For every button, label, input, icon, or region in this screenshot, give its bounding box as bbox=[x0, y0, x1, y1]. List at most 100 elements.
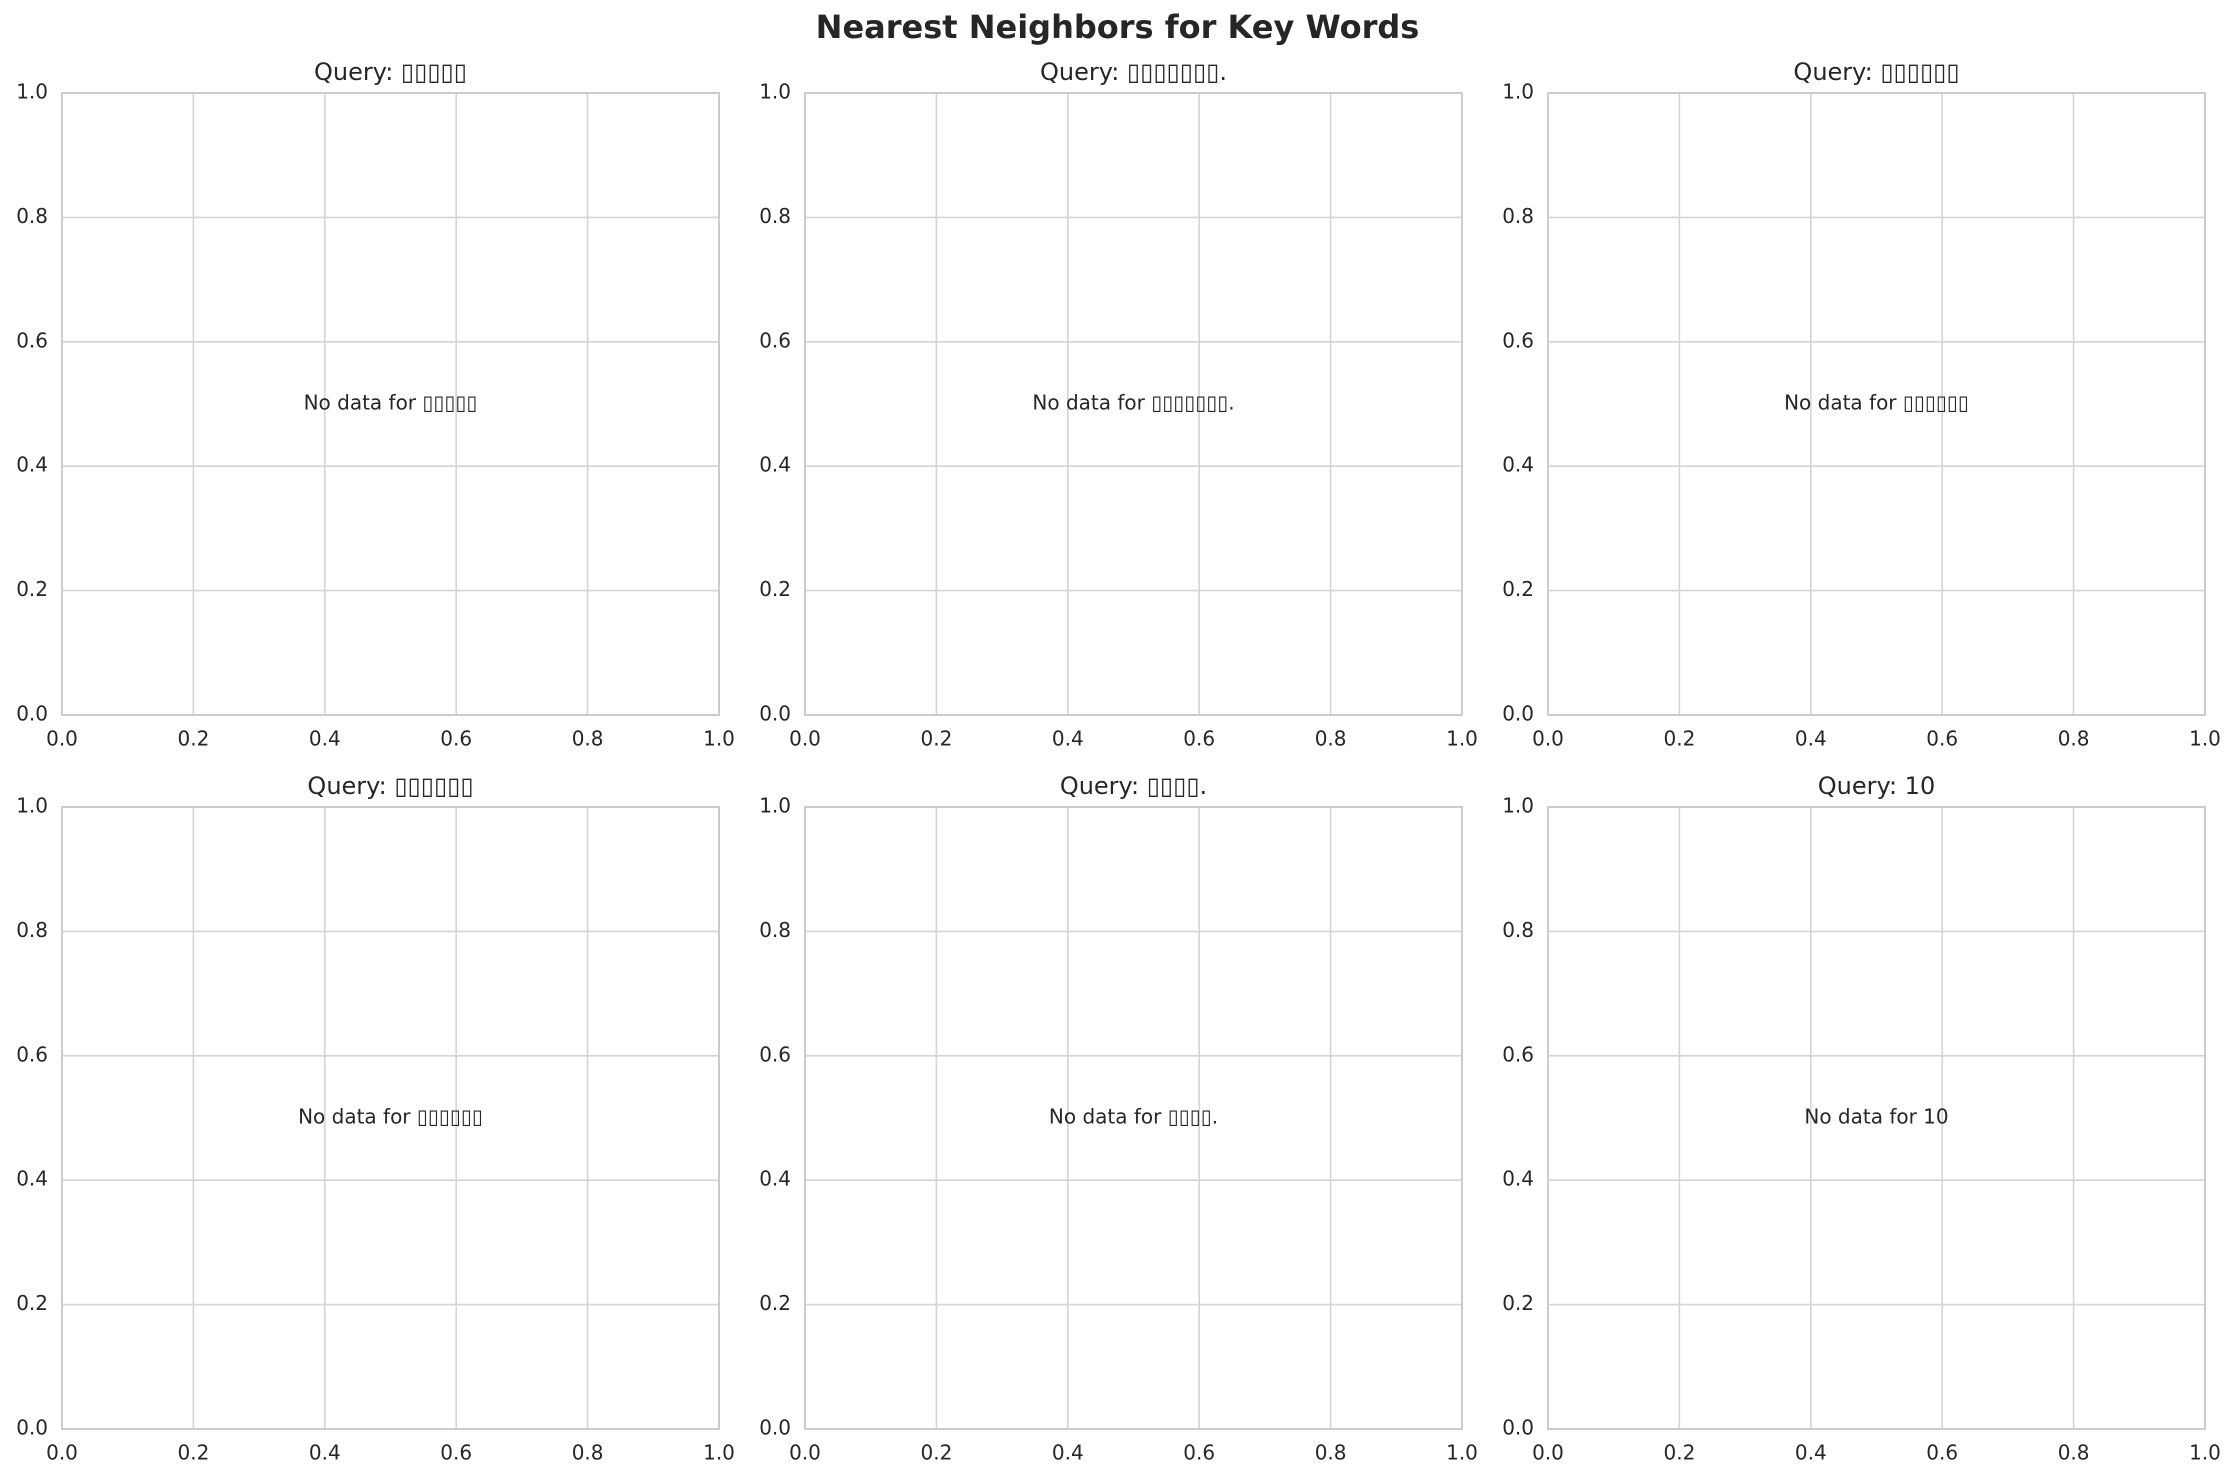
axes-background bbox=[805, 807, 1462, 1429]
x-tick-label: 0.8 bbox=[1315, 1441, 1347, 1465]
subplot-title: Query: ▯▯▯▯▯▯ bbox=[307, 772, 473, 800]
y-tick-label: 0.6 bbox=[1502, 328, 1534, 352]
y-tick-label: 0.0 bbox=[759, 702, 791, 726]
x-tick-label: 0.0 bbox=[789, 727, 821, 751]
y-tick-label: 0.4 bbox=[759, 453, 791, 477]
y-tick-label: 0.8 bbox=[1502, 918, 1534, 942]
axes-background bbox=[1548, 93, 2205, 715]
x-tick-label: 0.4 bbox=[1052, 727, 1084, 751]
subplot-title: Query: ▯▯▯▯. bbox=[1060, 772, 1207, 800]
no-data-message: No data for ▯▯▯▯▯ bbox=[304, 391, 478, 415]
y-tick-label: 0.2 bbox=[16, 577, 48, 601]
axes-frame bbox=[804, 92, 1463, 716]
x-tick-label: 0.4 bbox=[309, 727, 341, 751]
subplot-title: Query: ▯▯▯▯▯ bbox=[314, 58, 467, 86]
no-data-message: No data for ▯▯▯▯. bbox=[1049, 1105, 1218, 1129]
x-tick-label: 0.6 bbox=[440, 1441, 472, 1465]
x-tick-label: 0.4 bbox=[309, 1441, 341, 1465]
axes-frame bbox=[804, 806, 1463, 1430]
y-tick-label: 0.4 bbox=[16, 453, 48, 477]
no-data-message: No data for ▯▯▯▯▯▯ bbox=[298, 1105, 483, 1129]
axes-frame bbox=[1547, 92, 2206, 716]
x-tick-label: 0.4 bbox=[1795, 1441, 1827, 1465]
figure-suptitle: Nearest Neighbors for Key Words bbox=[816, 8, 1420, 46]
y-tick-label: 0.0 bbox=[1502, 702, 1534, 726]
x-tick-label: 0.6 bbox=[1926, 1441, 1958, 1465]
x-tick-label: 0.6 bbox=[440, 727, 472, 751]
x-tick-label: 1.0 bbox=[2189, 727, 2221, 751]
x-tick-label: 1.0 bbox=[2189, 1441, 2221, 1465]
y-tick-label: 0.0 bbox=[1502, 1416, 1534, 1440]
subplot-1: 0.0 0.2 0.4 0.6 0.8 1.0 0.0 0.2 0.4 0.6 0.8 1.0 Quer… bbox=[16, 58, 735, 751]
axes-background bbox=[62, 93, 719, 715]
y-tick-label: 0.8 bbox=[16, 204, 48, 228]
y-tick-label: 1.0 bbox=[759, 80, 791, 104]
y-tick-label: 0.2 bbox=[16, 1291, 48, 1315]
x-tick-label: 0.2 bbox=[177, 727, 209, 751]
y-tick-label: 0.4 bbox=[759, 1167, 791, 1191]
subplot-grid: 0.0 0.2 0.4 0.6 0.8 1.0 0.0 0.2 0.4 0.6 0.8 1.0 Quer… bbox=[16, 58, 2221, 1465]
y-tick-label: 1.0 bbox=[16, 794, 48, 818]
subplot-2: 0.0 0.2 0.4 0.6 0.8 1.0 0.0 0.2 0.4 0.6 0.8 1.0 Quer… bbox=[759, 58, 1478, 751]
y-tick-label: 0.0 bbox=[759, 1416, 791, 1440]
y-tick-label: 0.6 bbox=[1502, 1042, 1534, 1066]
x-tick-label: 0.8 bbox=[572, 727, 604, 751]
y-tick-label: 1.0 bbox=[759, 794, 791, 818]
x-tick-label: 0.8 bbox=[2058, 1441, 2090, 1465]
subplot-3: 0.0 0.2 0.4 0.6 0.8 1.0 0.0 0.2 0.4 0.6 0.8 1.0 Quer… bbox=[1502, 58, 2221, 751]
no-data-message: No data for ▯▯▯▯▯▯▯. bbox=[1032, 391, 1234, 415]
axes-frame bbox=[61, 806, 720, 1430]
x-tick-label: 0.6 bbox=[1183, 1441, 1215, 1465]
x-tick-label: 0.2 bbox=[920, 727, 952, 751]
x-tick-label: 0.2 bbox=[1663, 727, 1695, 751]
subplot-5: 0.0 0.2 0.4 0.6 0.8 1.0 0.0 0.2 0.4 0.6 0.8 1.0 Quer… bbox=[759, 772, 1478, 1465]
x-tick-label: 0.2 bbox=[177, 1441, 209, 1465]
subplot-title: Query: ▯▯▯▯▯▯ bbox=[1793, 58, 1959, 86]
x-tick-label: 0.8 bbox=[1315, 727, 1347, 751]
x-tick-label: 1.0 bbox=[1446, 1441, 1478, 1465]
axes-background bbox=[805, 93, 1462, 715]
x-tick-label: 0.8 bbox=[2058, 727, 2090, 751]
axes-frame bbox=[1547, 806, 2206, 1430]
x-tick-label: 1.0 bbox=[703, 1441, 735, 1465]
y-tick-label: 1.0 bbox=[1502, 794, 1534, 818]
x-tick-label: 0.0 bbox=[46, 1441, 78, 1465]
y-tick-label: 0.8 bbox=[16, 918, 48, 942]
subplot-6: 0.0 0.2 0.4 0.6 0.8 1.0 0.0 0.2 0.4 0.6 0.8 1.0 Quer… bbox=[1502, 772, 2221, 1465]
y-tick-label: 0.6 bbox=[16, 1042, 48, 1066]
axes-frame bbox=[61, 92, 720, 716]
y-tick-label: 1.0 bbox=[1502, 80, 1534, 104]
no-data-message: No data for ▯▯▯▯▯▯ bbox=[1784, 391, 1969, 415]
x-tick-label: 0.2 bbox=[920, 1441, 952, 1465]
x-tick-label: 0.0 bbox=[789, 1441, 821, 1465]
subplot-4: 0.0 0.2 0.4 0.6 0.8 1.0 0.0 0.2 0.4 0.6 0.8 1.0 Quer… bbox=[16, 772, 735, 1465]
y-tick-label: 0.8 bbox=[1502, 204, 1534, 228]
y-tick-label: 0.6 bbox=[759, 1042, 791, 1066]
y-tick-label: 0.2 bbox=[1502, 1291, 1534, 1315]
y-tick-label: 0.2 bbox=[759, 1291, 791, 1315]
x-tick-label: 0.0 bbox=[1532, 727, 1564, 751]
x-tick-label: 1.0 bbox=[703, 727, 735, 751]
no-data-message: No data for 10 bbox=[1804, 1105, 1948, 1129]
x-tick-label: 0.0 bbox=[1532, 1441, 1564, 1465]
y-tick-label: 0.2 bbox=[1502, 577, 1534, 601]
x-tick-label: 0.2 bbox=[1663, 1441, 1695, 1465]
y-tick-label: 0.0 bbox=[16, 702, 48, 726]
subplot-title: Query: 10 bbox=[1818, 772, 1935, 800]
y-tick-label: 0.4 bbox=[1502, 453, 1534, 477]
x-tick-label: 0.0 bbox=[46, 727, 78, 751]
y-tick-label: 0.0 bbox=[16, 1416, 48, 1440]
x-tick-label: 0.4 bbox=[1052, 1441, 1084, 1465]
y-tick-label: 0.6 bbox=[759, 328, 791, 352]
y-tick-label: 0.8 bbox=[759, 204, 791, 228]
x-tick-label: 1.0 bbox=[1446, 727, 1478, 751]
y-tick-label: 1.0 bbox=[16, 80, 48, 104]
y-tick-label: 0.2 bbox=[759, 577, 791, 601]
y-tick-label: 0.6 bbox=[16, 328, 48, 352]
axes-background bbox=[62, 807, 719, 1429]
x-tick-label: 0.6 bbox=[1926, 727, 1958, 751]
axes-background bbox=[1548, 807, 2205, 1429]
x-tick-label: 0.4 bbox=[1795, 727, 1827, 751]
y-tick-label: 0.8 bbox=[759, 918, 791, 942]
